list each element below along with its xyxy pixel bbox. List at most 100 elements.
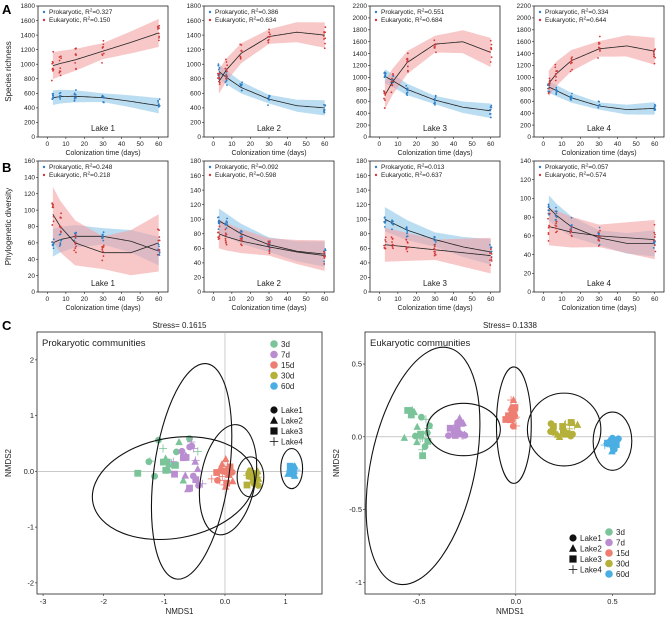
y-tick-label: 800 (520, 87, 531, 94)
data-point (597, 43, 600, 46)
point-lake3 (612, 441, 620, 449)
data-point (59, 243, 62, 246)
legend-entry: Prokaryotic, R2=0.057 (545, 163, 609, 172)
data-point (652, 51, 655, 53)
group-ellipse (198, 424, 258, 536)
legend-marker-60d (270, 382, 278, 390)
data-point (101, 54, 104, 57)
chart-title: Lake 1 (91, 124, 116, 133)
y-tick-label: 40 (360, 260, 368, 267)
data-point (392, 244, 395, 246)
fit-line-prokaryotic (218, 220, 325, 255)
data-point (490, 48, 493, 51)
data-point (157, 103, 160, 106)
y-tick-label: 1200 (353, 63, 368, 70)
fit-line-eukaryotic (218, 31, 325, 82)
x-tick-label: 1 (284, 597, 288, 606)
data-point (225, 68, 228, 71)
data-point (239, 235, 242, 238)
point-lake2 (193, 465, 202, 473)
data-point (73, 97, 76, 100)
x-tick-label: 10 (228, 141, 236, 148)
legend-superscript: 2 (420, 16, 423, 21)
fit-line-prokaryotic (548, 207, 655, 244)
y-tick-label: 0 (363, 134, 367, 141)
legend-marker-60d (605, 570, 613, 578)
chart-title: Eukaryotic communities (370, 338, 471, 349)
data-point (58, 56, 61, 58)
y-tick-label: 1 (30, 411, 34, 420)
data-point (433, 239, 436, 242)
data-point (390, 236, 393, 239)
data-point (653, 49, 656, 52)
data-point (224, 241, 227, 244)
legend-entry: Eukaryotic, R2=0.218 (49, 171, 111, 180)
group-legend-label: 3d (281, 340, 290, 349)
data-point (51, 97, 54, 100)
data-point (597, 106, 600, 109)
data-point (73, 93, 76, 96)
legend-marker-30d (605, 559, 613, 568)
data-point (226, 84, 228, 86)
x-axis-label: NMDS1 (496, 607, 525, 616)
data-point (239, 55, 242, 58)
point-lake2 (400, 433, 409, 441)
legend-entry: Eukaryotic, R2=0.637 (381, 171, 443, 180)
legend-marker (208, 18, 212, 22)
x-tick-label: 60 (487, 141, 495, 148)
lake-legend-label: Lake2 (281, 417, 303, 426)
data-point (548, 79, 551, 82)
data-point (391, 80, 394, 83)
data-point (434, 253, 437, 256)
data-point (555, 222, 558, 225)
data-point (547, 87, 550, 90)
data-point (406, 87, 409, 90)
x-tick-label: 50 (633, 296, 641, 303)
point-lake3 (179, 454, 187, 462)
y-tick-label: 1600 (187, 18, 202, 25)
legend-marker (538, 165, 542, 169)
lake-legend-label: Lake3 (281, 427, 303, 436)
legend-marker (208, 10, 212, 14)
fit-line-eukaryotic (384, 41, 491, 96)
data-point (406, 52, 409, 55)
x-tick-label: 30 (99, 141, 107, 148)
data-point (158, 27, 160, 30)
lake-legend-label: Lake3 (580, 555, 602, 564)
data-point (218, 83, 221, 86)
data-point (654, 56, 656, 59)
point-lake1 (151, 472, 158, 480)
data-point (384, 73, 387, 76)
data-point (554, 66, 557, 69)
data-point (225, 74, 228, 77)
data-point (490, 43, 493, 46)
x-tick-label: 20 (81, 141, 89, 148)
data-point (101, 233, 104, 236)
group-ellipse (150, 363, 233, 580)
data-point (324, 255, 326, 258)
legend-marker (374, 10, 378, 14)
data-point (433, 247, 436, 250)
data-point (240, 234, 243, 236)
legend-entry: Prokaryotic, R2=0.327 (49, 8, 113, 17)
y-tick-label: 0 (31, 134, 35, 141)
x-axis-label: Colonization time (days) (397, 150, 472, 157)
data-point (598, 236, 601, 239)
data-point (50, 79, 53, 82)
data-point (406, 246, 409, 249)
legend-r2-value: =0.574 (586, 172, 606, 179)
legend-superscript: 2 (584, 16, 587, 21)
group-legend-label: 30d (616, 560, 629, 569)
y-tick-label: 2200 (517, 3, 532, 10)
point-lake3 (213, 469, 221, 476)
point-lake1 (418, 413, 425, 421)
chart-title: Lake 2 (257, 124, 282, 133)
chart-title: Lake 4 (587, 279, 612, 288)
data-point (405, 227, 408, 230)
group-ellipse (592, 411, 633, 471)
data-point (101, 61, 103, 64)
data-point (435, 43, 437, 46)
x-tick-label: 0 (45, 296, 49, 303)
legend-entry: Eukaryotic, R2=0.598 (215, 171, 277, 180)
data-point (59, 242, 62, 244)
